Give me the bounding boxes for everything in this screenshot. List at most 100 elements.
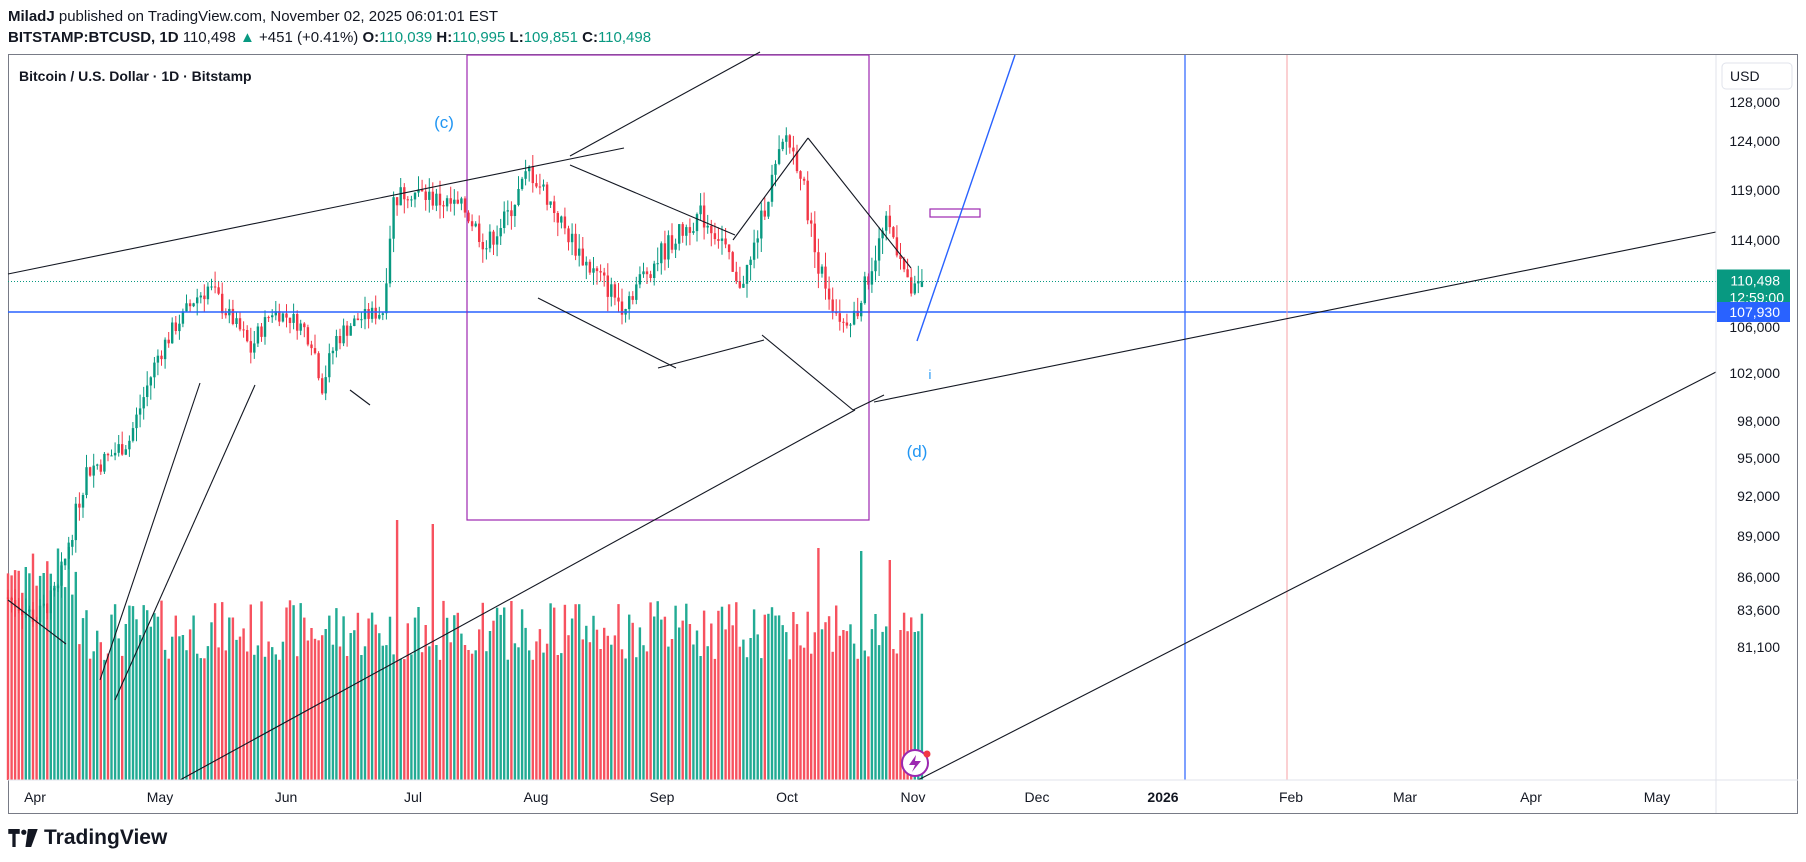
candle-body bbox=[485, 248, 488, 250]
axis-layer: USD128,000124,000119,000114,000106,00010… bbox=[8, 55, 1798, 813]
volume-bar bbox=[210, 622, 213, 780]
open-label: O: bbox=[362, 29, 380, 46]
drawings-layer: (c) (d) i bbox=[7, 51, 1717, 781]
tradingview-logo[interactable]: TradingView bbox=[8, 826, 167, 850]
volume-bar bbox=[35, 585, 38, 780]
candle-body bbox=[271, 315, 274, 318]
volume-bar bbox=[178, 636, 181, 780]
candle-body bbox=[902, 259, 906, 270]
volume-bar bbox=[71, 594, 74, 780]
volume-bar bbox=[770, 607, 774, 780]
volume-bar bbox=[799, 645, 802, 780]
candle-body bbox=[745, 265, 749, 284]
volume-bar bbox=[228, 617, 231, 780]
volume-bar bbox=[581, 639, 584, 780]
candle-body bbox=[221, 293, 224, 314]
candle-body bbox=[545, 184, 549, 205]
candle-body bbox=[192, 303, 195, 307]
volume-bar bbox=[863, 650, 866, 780]
volume-bar bbox=[31, 553, 35, 780]
volume-bar bbox=[231, 617, 235, 780]
chart-frame bbox=[8, 54, 1798, 814]
candle-body bbox=[420, 189, 424, 192]
candle-body bbox=[153, 362, 156, 378]
symbol[interactable]: BITSTAMP:BTCUSD, 1D bbox=[8, 29, 179, 46]
candle-body bbox=[103, 453, 106, 472]
candle-body bbox=[431, 191, 434, 206]
candle-body bbox=[38, 605, 42, 623]
volume-bar bbox=[167, 658, 170, 780]
candle-body bbox=[224, 313, 227, 316]
volume-bar bbox=[324, 629, 327, 780]
volume-bar bbox=[617, 604, 620, 780]
candle-body bbox=[46, 603, 49, 614]
volume-bar bbox=[670, 639, 674, 780]
candle-body bbox=[578, 248, 581, 256]
level-price-badge-value: 107,930 bbox=[1729, 304, 1780, 320]
volume-bar bbox=[702, 610, 706, 780]
volume-bar bbox=[631, 622, 634, 780]
candle-body bbox=[356, 318, 360, 321]
candle-body bbox=[278, 311, 281, 322]
candle-body bbox=[231, 308, 235, 324]
candle-body bbox=[560, 216, 563, 223]
candle-body bbox=[178, 323, 181, 332]
volume-bar bbox=[128, 605, 131, 780]
high-value: 110,995 bbox=[452, 29, 506, 46]
volume-bar bbox=[174, 615, 177, 780]
volume-bar bbox=[910, 617, 913, 780]
candle-body bbox=[881, 230, 884, 239]
volume-bar bbox=[303, 617, 306, 780]
volume-bar bbox=[560, 653, 563, 780]
volume-bar bbox=[153, 613, 156, 780]
volume-bar bbox=[713, 658, 717, 780]
candle-body bbox=[128, 440, 131, 450]
volume-bar bbox=[81, 618, 85, 780]
candle-body bbox=[895, 237, 899, 256]
volume-bar bbox=[110, 614, 113, 780]
volume-bar bbox=[99, 642, 102, 780]
volume-bar bbox=[495, 607, 499, 780]
time-tick-label: Oct bbox=[776, 789, 798, 805]
volume-bar bbox=[445, 617, 449, 780]
volume-bar bbox=[28, 573, 31, 780]
volume-bar bbox=[824, 622, 827, 780]
candle-body bbox=[628, 296, 631, 310]
candle-body bbox=[738, 281, 741, 288]
trend-line bbox=[537, 297, 677, 369]
candle-body bbox=[874, 260, 877, 272]
candle-body bbox=[556, 213, 559, 223]
candle-body bbox=[524, 171, 527, 179]
volume-bar bbox=[752, 609, 756, 780]
volume-bar bbox=[317, 640, 320, 780]
author-name[interactable]: MiladJ bbox=[8, 8, 55, 25]
volume-bar bbox=[813, 632, 816, 780]
candle-body bbox=[742, 283, 745, 288]
candle-body bbox=[306, 327, 310, 345]
volume-bar bbox=[21, 592, 24, 780]
time-tick-label: Dec bbox=[1025, 789, 1050, 805]
volume-bar bbox=[735, 602, 738, 780]
volume-bar bbox=[467, 650, 470, 780]
volume-bar bbox=[845, 631, 849, 780]
candle-body bbox=[292, 314, 295, 323]
target-box bbox=[929, 208, 981, 218]
volume-bar bbox=[628, 614, 631, 780]
volume-bar bbox=[592, 615, 595, 780]
volume-bar bbox=[124, 624, 127, 780]
candle-body bbox=[35, 622, 38, 623]
volume-bar bbox=[563, 604, 567, 780]
candle-body bbox=[720, 238, 724, 241]
candle-body bbox=[528, 166, 531, 172]
candle-body bbox=[406, 199, 409, 201]
candle-body bbox=[328, 353, 331, 378]
price-tick-label: 92,000 bbox=[1737, 488, 1780, 504]
candle-body bbox=[488, 231, 492, 249]
volume-bar bbox=[531, 659, 534, 780]
candle-body bbox=[310, 344, 313, 349]
candle-body bbox=[681, 224, 684, 236]
candle-body bbox=[474, 223, 477, 227]
candle-body bbox=[845, 322, 849, 326]
candle-body bbox=[381, 313, 384, 315]
